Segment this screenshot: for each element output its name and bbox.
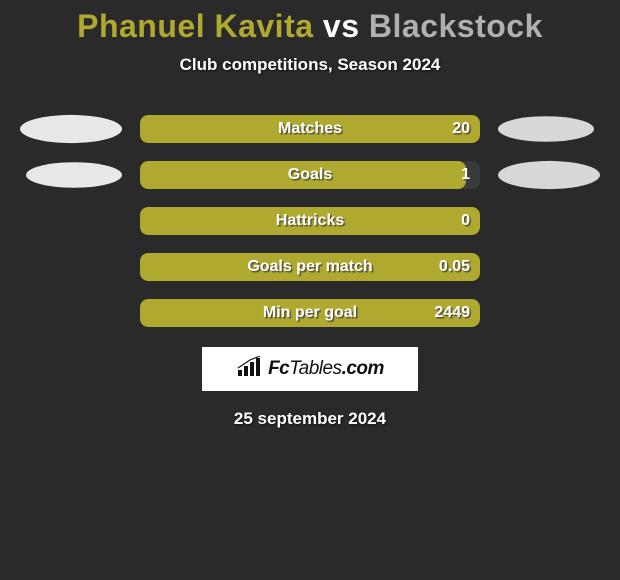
stats-rows: Matches 20 Goals 1 Hattricks 0 Goals per match… xyxy=(0,115,620,327)
stat-bar: Hattricks 0 xyxy=(140,207,480,235)
left-slot xyxy=(20,135,140,215)
stat-value: 2449 xyxy=(434,304,470,322)
stat-label: Min per goal xyxy=(263,304,357,322)
logo-light: Tables xyxy=(289,358,341,379)
player2-ellipse xyxy=(498,116,594,142)
player2-ellipse xyxy=(498,161,600,189)
player1-name: Phanuel Kavita xyxy=(77,8,313,44)
player1-ellipse xyxy=(26,162,122,188)
bar-chart-icon xyxy=(236,356,262,383)
page-title: Phanuel Kavita vs Blackstock xyxy=(0,8,620,45)
stat-label: Matches xyxy=(278,120,342,138)
stat-value: 0.05 xyxy=(439,258,470,276)
stat-label: Goals per match xyxy=(247,258,372,276)
stat-label: Goals xyxy=(288,166,332,184)
subtitle: Club competitions, Season 2024 xyxy=(0,55,620,75)
player1-ellipse xyxy=(20,115,122,143)
stat-row: Goals 1 xyxy=(0,161,620,189)
stat-row: Matches 20 xyxy=(0,115,620,143)
stat-value: 1 xyxy=(461,166,470,184)
stat-row: Goals per match 0.05 xyxy=(0,253,620,281)
date-text: 25 september 2024 xyxy=(0,409,620,429)
infographic-container: Phanuel Kavita vs Blackstock Club compet… xyxy=(0,0,620,429)
stat-value: 0 xyxy=(461,212,470,230)
stat-bar: Matches 20 xyxy=(140,115,480,143)
stat-bar: Goals per match 0.05 xyxy=(140,253,480,281)
stat-bar: Goals 1 xyxy=(140,161,480,189)
logo-text: FcTables.com xyxy=(268,358,384,380)
stat-value: 20 xyxy=(452,120,470,138)
logo-box[interactable]: FcTables.com xyxy=(202,347,418,391)
logo-bold: Fc xyxy=(268,358,289,379)
vs-text: vs xyxy=(323,8,360,44)
stat-row: Min per goal 2449 xyxy=(0,299,620,327)
logo-suffix: .com xyxy=(342,358,384,379)
stat-label: Hattricks xyxy=(276,212,344,230)
stat-bar: Min per goal 2449 xyxy=(140,299,480,327)
player2-name: Blackstock xyxy=(369,8,543,44)
right-slot xyxy=(480,131,600,219)
logo-inner: FcTables.com xyxy=(236,356,384,383)
